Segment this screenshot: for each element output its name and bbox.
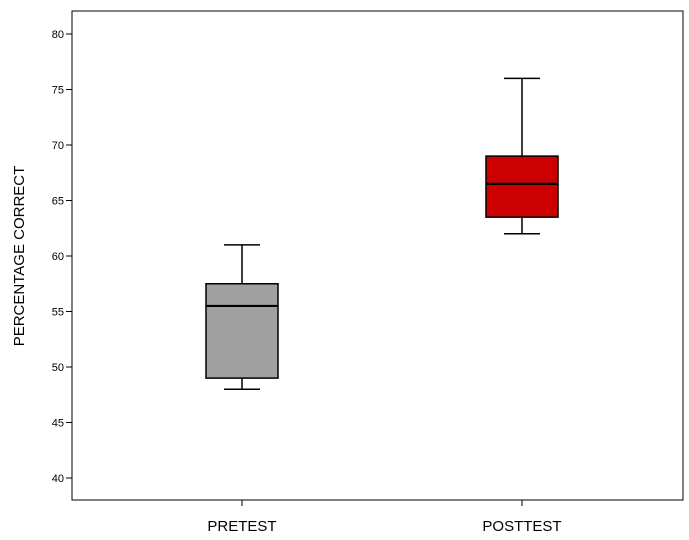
y-axis-ticks: 40 45 50 55 60 65 70 75 80 (52, 29, 72, 485)
y-tick-label: 75 (52, 85, 64, 97)
y-tick-label: 55 (52, 307, 64, 319)
y-axis-title: PERCENTAGE CORRECT (11, 166, 28, 347)
box-series (205, 77, 559, 390)
x-category-label: POSTTEST (482, 518, 561, 535)
y-tick-label: 40 (52, 473, 64, 485)
plot-area (71, 10, 684, 501)
box-posttest (485, 77, 559, 235)
y-tick-label: 60 (52, 251, 64, 263)
x-category-label: PRETEST (207, 518, 276, 535)
y-tick-label: 70 (52, 140, 64, 152)
box-pretest (205, 244, 279, 390)
iqr-box (205, 283, 279, 379)
y-tick-label: 45 (52, 418, 64, 430)
y-tick-label: 50 (52, 362, 64, 374)
x-axis-ticks: PRETEST POSTTEST (207, 500, 562, 535)
y-tick-label: 80 (52, 29, 64, 41)
y-tick-label: 65 (52, 196, 64, 208)
iqr-box (485, 155, 559, 218)
